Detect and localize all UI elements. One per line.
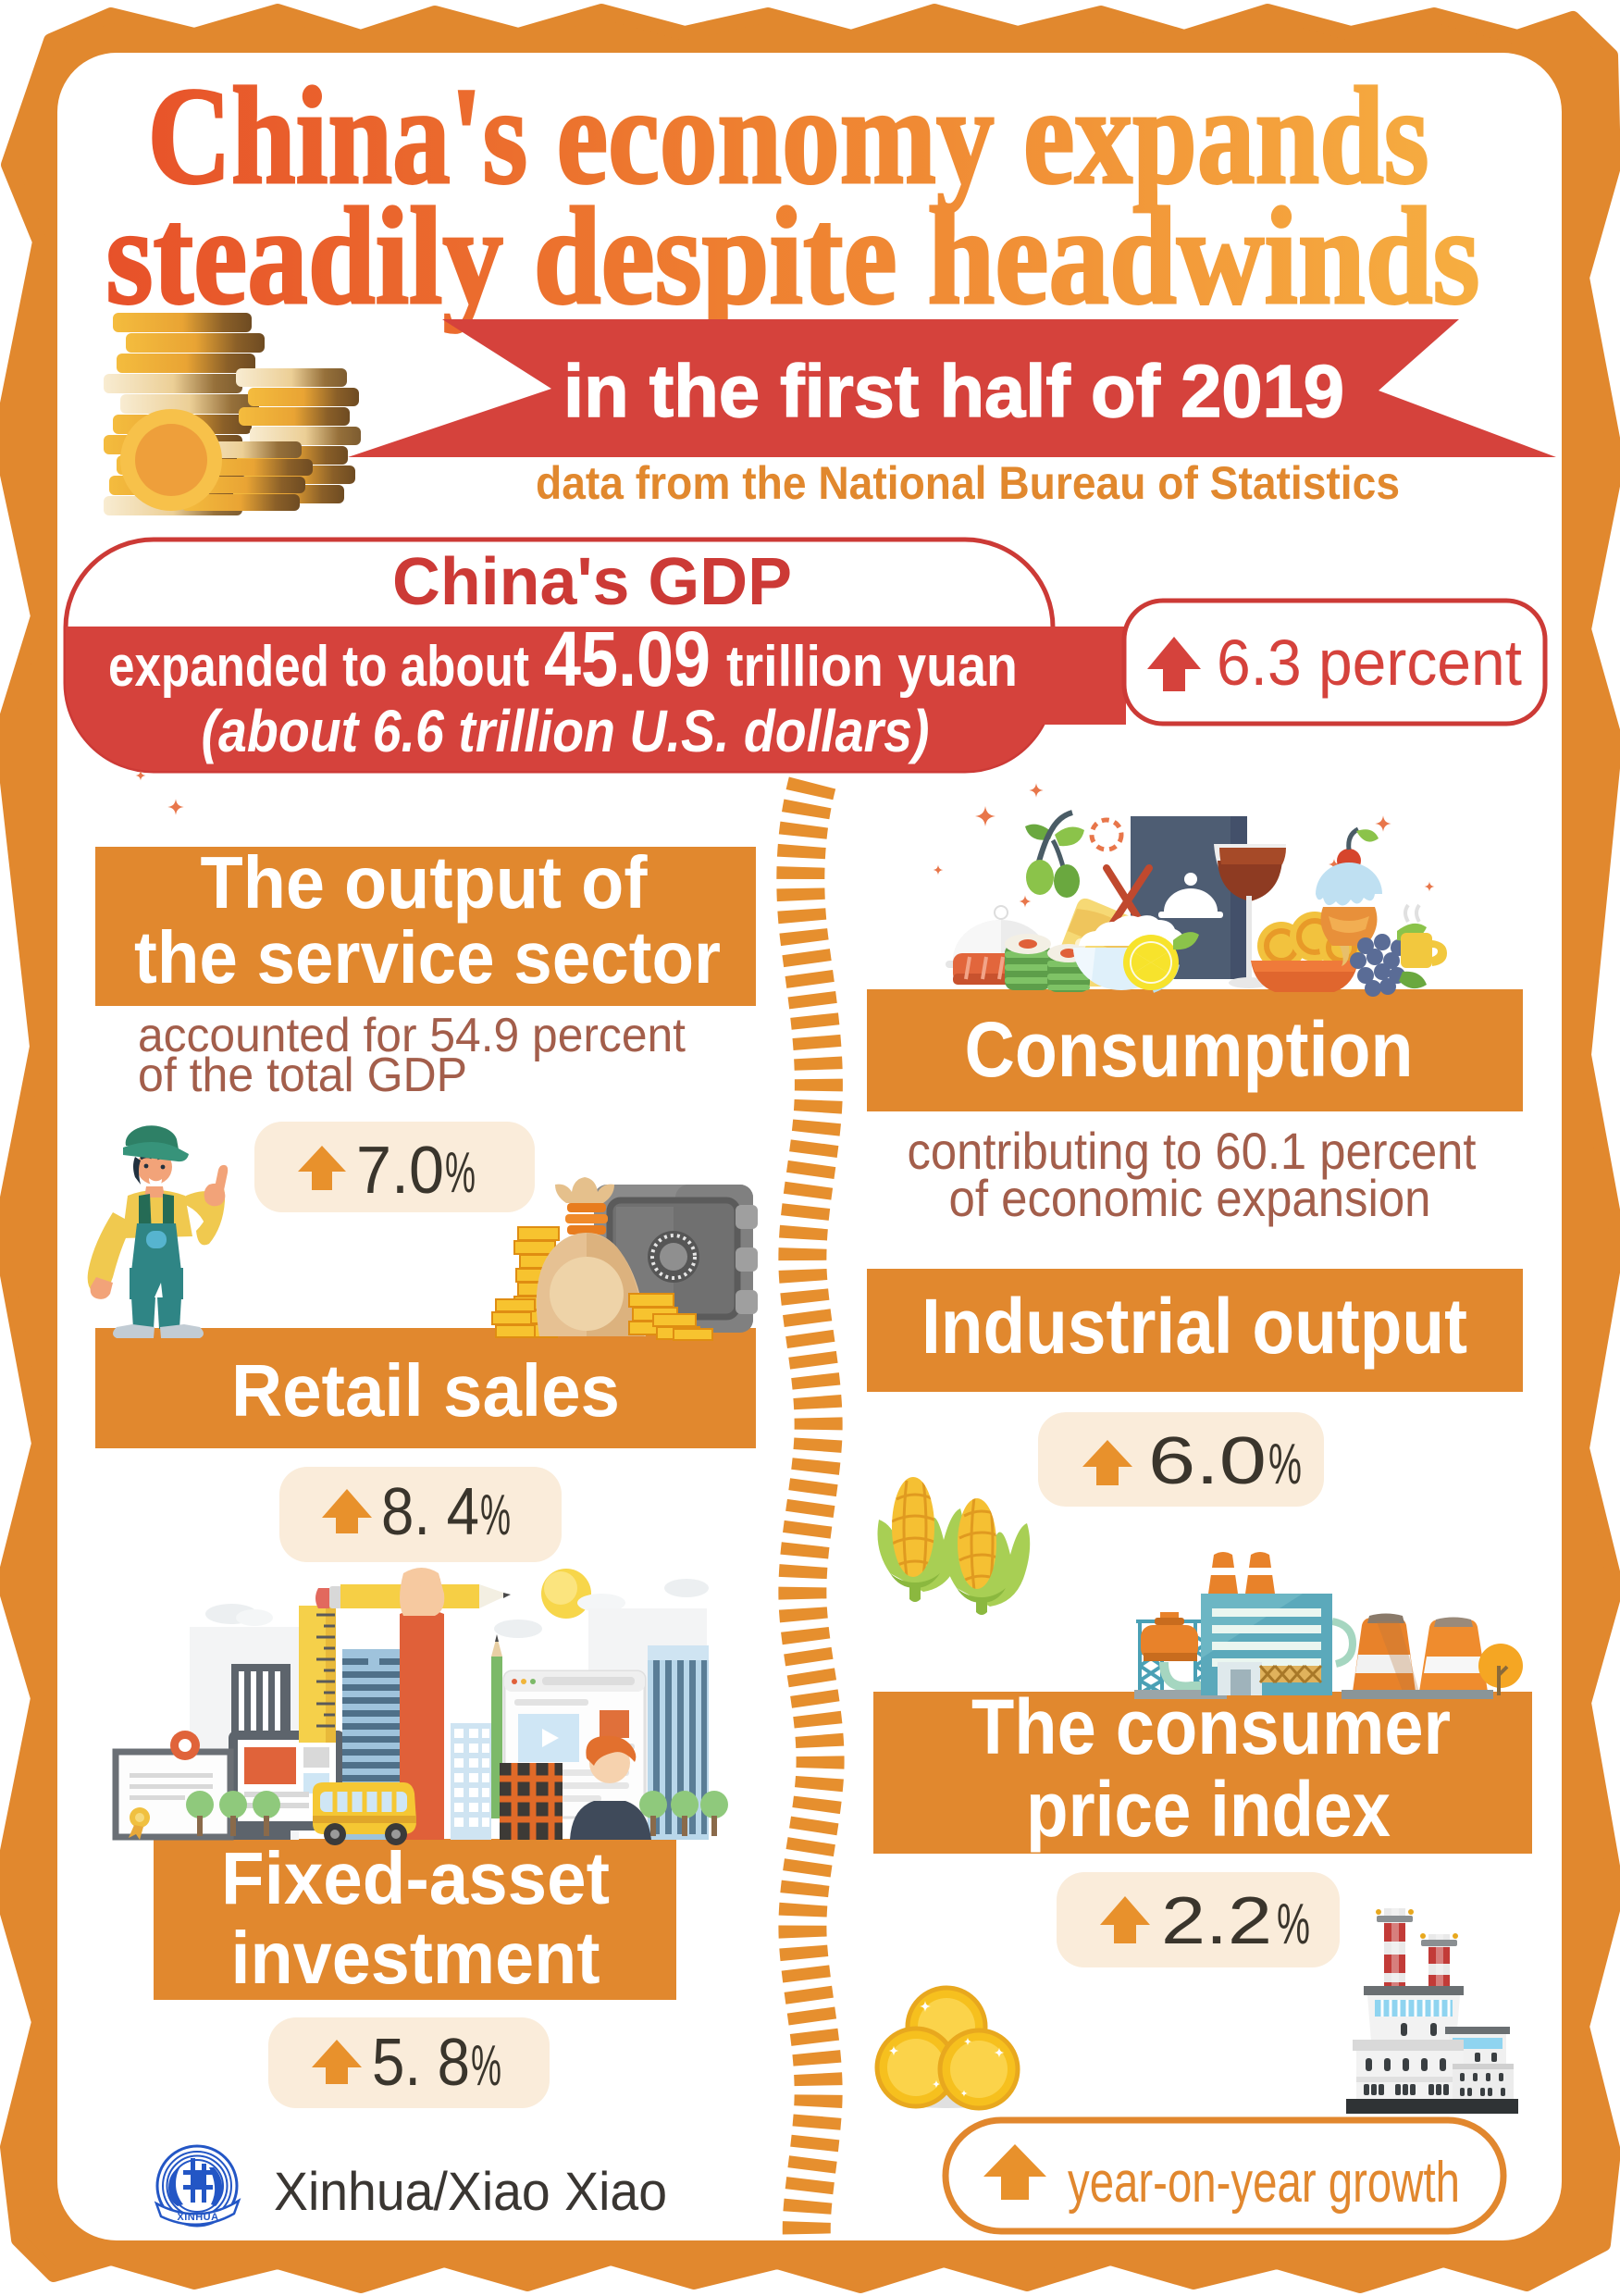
svg-text:%: % — [1277, 1893, 1310, 1956]
svg-text:data from the National Bureau: data from the National Bureau of Statist… — [536, 457, 1400, 509]
svg-text:of the total GDP: of the total GDP — [138, 1049, 467, 1102]
svg-text:%: % — [445, 1141, 476, 1205]
svg-text:Retail sales: Retail sales — [231, 1349, 620, 1432]
svg-text:year-on-year growth: year-on-year growth — [1068, 2151, 1460, 2215]
svg-text:accounted for 54.9 percent: accounted for 54.9 percent — [138, 1009, 686, 1062]
svg-text:5. 8: 5. 8 — [372, 2026, 470, 2100]
svg-text:6.3 percent: 6.3 percent — [1217, 627, 1522, 699]
svg-text:China's economy expands: China's economy expands — [148, 59, 1429, 213]
svg-text:(about 6.6 trillion U.S. dolla: (about 6.6 trillion U.S. dollars) — [202, 698, 930, 764]
svg-text:investment: investment — [231, 1917, 600, 1999]
svg-text:contributing to 60.1 percent: contributing to 60.1 percent — [908, 1122, 1477, 1180]
svg-text:of economic expansion: of economic expansion — [949, 1169, 1431, 1227]
svg-text:45.09: 45.09 — [544, 615, 711, 702]
svg-text:expanded to about: expanded to about — [108, 635, 529, 699]
svg-text:XINHUA: XINHUA — [177, 2212, 218, 2223]
svg-text:2.2: 2.2 — [1161, 1884, 1272, 1958]
svg-text:trillion yuan: trillion yuan — [726, 635, 1018, 699]
svg-text:steadily despite headwinds: steadily despite headwinds — [106, 180, 1480, 333]
svg-text:Xinhua/Xiao Xiao: Xinhua/Xiao Xiao — [274, 2162, 667, 2222]
svg-text:the service sector: the service sector — [134, 916, 721, 999]
svg-text:Industrial output: Industrial output — [921, 1283, 1467, 1370]
svg-text:%: % — [480, 1483, 511, 1547]
svg-text:%: % — [471, 2034, 501, 2098]
svg-text:Consumption: Consumption — [965, 1006, 1414, 1093]
svg-text:Fixed-asset: Fixed-asset — [221, 1837, 610, 1919]
svg-text:7.0: 7.0 — [356, 1134, 444, 1208]
svg-text:6.0: 6.0 — [1148, 1424, 1267, 1498]
svg-text:China's GDP: China's GDP — [392, 545, 792, 619]
svg-text:in the first half of 2019: in the first half of 2019 — [563, 350, 1344, 432]
svg-text:price index: price index — [1026, 1766, 1391, 1853]
svg-text:%: % — [1268, 1433, 1302, 1496]
svg-text:8. 4: 8. 4 — [381, 1475, 479, 1549]
svg-text:The output of: The output of — [201, 841, 648, 924]
